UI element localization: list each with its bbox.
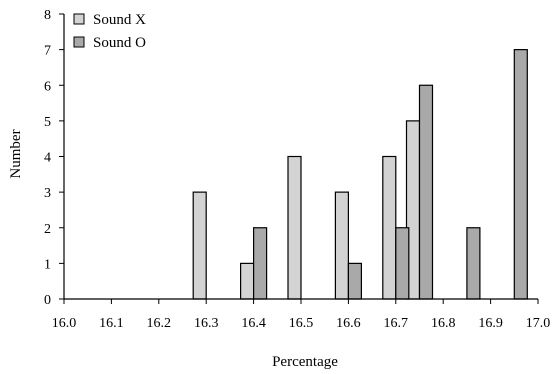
bar-sound-o-5 [513,49,528,300]
x-tick-label: 16.5 [289,316,314,331]
bar-sound-o-2 [395,227,410,300]
y-tick-label: 6 [44,79,51,94]
x-tick-label: 16.9 [478,316,503,331]
y-tick-label: 7 [44,44,51,59]
bars-layer [192,49,528,300]
x-tick-label: 17.0 [526,316,551,331]
y-tick-label: 8 [44,8,51,23]
x-tick-label: 16.3 [194,316,219,331]
legend-swatch-sound-o [73,36,85,48]
bar-sound-o-0 [253,227,268,300]
legend-label-sound-o: Sound O [93,35,146,51]
y-tick-layer: 0 1 2 3 4 5 6 7 8 [44,8,64,308]
legend: Sound X Sound O [73,12,146,51]
y-tick-label: 4 [44,151,51,166]
y-tick-label: 2 [44,222,51,237]
bar-sound-x-4 [382,155,397,300]
x-tick-label: 16.0 [52,316,77,331]
bar-sound-o-1 [347,262,362,300]
bar-sound-o-3 [418,84,434,300]
x-tick-label: 16.6 [336,316,361,331]
x-tick-label: 16.2 [147,316,172,331]
legend-label-sound-x: Sound X [93,12,146,28]
y-axis-title: Number [8,129,24,178]
x-tick-label: 16.1 [99,316,124,331]
y-tick-label: 0 [44,293,51,308]
x-axis-title: Percentage [272,354,338,370]
bar-sound-o-4 [466,227,481,300]
x-tick-label: 16.7 [384,316,409,331]
y-tick-label: 5 [44,115,51,130]
x-tick-layer: 16.0 16.1 16.2 16.3 16.4 16.5 16.6 16.7 16.8 16.9… [52,299,551,331]
bar-sound-x-3 [334,191,349,300]
y-tick-label: 3 [44,186,51,201]
x-tick-label: 16.8 [431,316,456,331]
bar-sound-x-0 [192,191,207,300]
bar-sound-x-2 [287,155,302,300]
y-tick-label: 1 [44,257,51,272]
bar-sound-x-1 [240,262,255,300]
legend-swatch-sound-x [73,13,85,25]
x-tick-label: 16.4 [241,316,266,331]
